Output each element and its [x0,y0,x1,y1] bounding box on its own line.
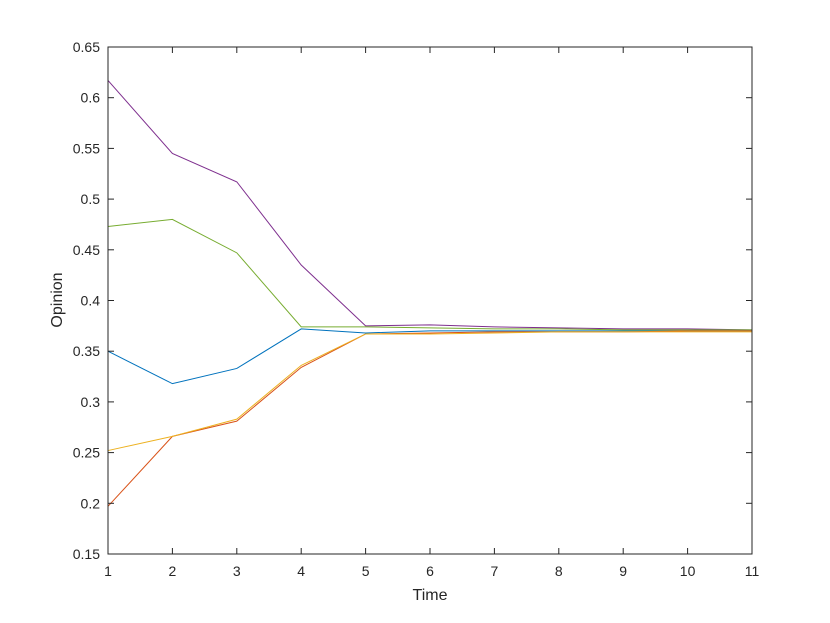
x-axis-title: Time [413,587,448,604]
series-line-5 [107,218,752,331]
y-tick-label: 0.5 [81,191,101,207]
y-tick-label: 0.2 [81,495,101,511]
y-tick-label: 0.25 [73,445,100,461]
y-tick-label: 0.45 [73,242,100,258]
y-tick-label: 0.4 [81,293,101,309]
x-tick-label: 3 [233,563,241,579]
plot-background [108,47,752,554]
series-line-1 [107,328,752,385]
ticks-layer: 1 2 3 4 5 6 7 8 9 10 11 0.15 0.2 0.25 0.3 0.35 0.4 0.45 0.… [73,39,760,579]
x-tick-label: 5 [362,563,370,579]
series-line-3 [107,331,752,452]
series-line-4 [107,80,753,331]
x-tick-label: 8 [555,563,563,579]
x-tick-label: 10 [680,563,696,579]
x-tick-label: 6 [426,563,434,579]
x-tick-label: 2 [169,563,177,579]
x-tick-label: 7 [491,563,499,579]
y-tick-label: 0.3 [81,394,101,410]
y-tick-label: 0.35 [73,343,100,359]
y-tick-label: 0.15 [73,546,100,562]
x-tick-label: 1 [104,563,112,579]
x-tick-label: 9 [619,563,627,579]
series-layer [107,80,753,507]
y-tick-label: 0.65 [73,39,100,55]
x-tick-label: 4 [297,563,305,579]
x-tick-label: 11 [745,563,760,579]
y-tick-label: 0.6 [81,90,101,106]
y-axis-title: Opinion [49,272,66,327]
y-tick-label: 0.55 [73,140,100,156]
